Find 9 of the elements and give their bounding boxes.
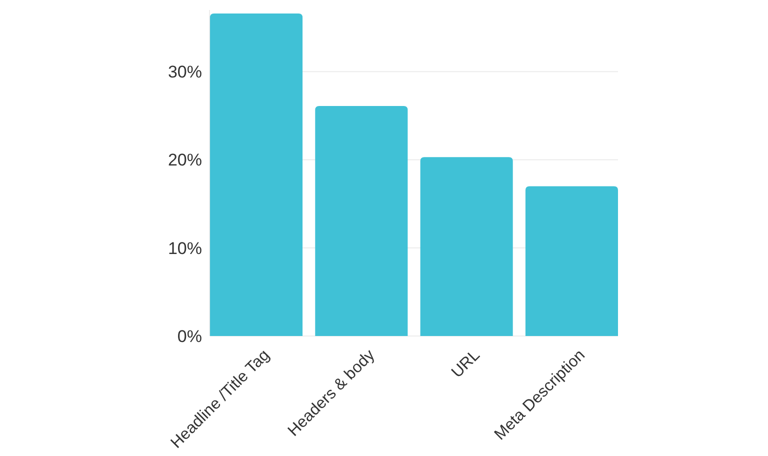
y-tick-label: 30%: [168, 62, 202, 82]
bar: [420, 157, 513, 336]
y-tick-label: 0%: [177, 326, 202, 346]
bar: [210, 14, 303, 336]
bar: [315, 106, 408, 336]
y-tick-label: 10%: [168, 238, 202, 258]
bar: [525, 186, 618, 336]
y-tick-label: 20%: [168, 150, 202, 170]
x-tick-label: URL: [448, 346, 484, 382]
